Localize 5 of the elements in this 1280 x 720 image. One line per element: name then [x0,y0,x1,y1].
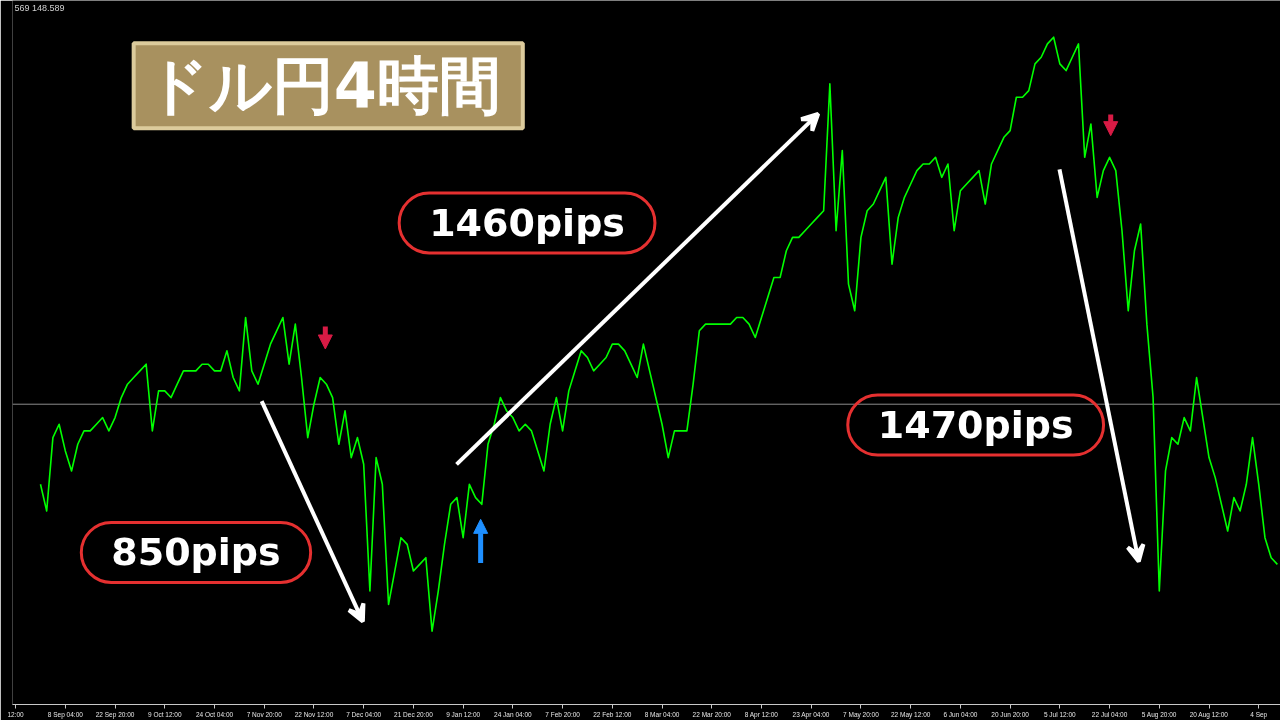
annotation: 1460pips [429,200,625,245]
annotation: 850pips [111,530,281,575]
text: 569 148.589 [14,2,65,13]
annotation: 1470pips [877,403,1074,448]
chart-title: ドル円4時間 [145,49,501,123]
